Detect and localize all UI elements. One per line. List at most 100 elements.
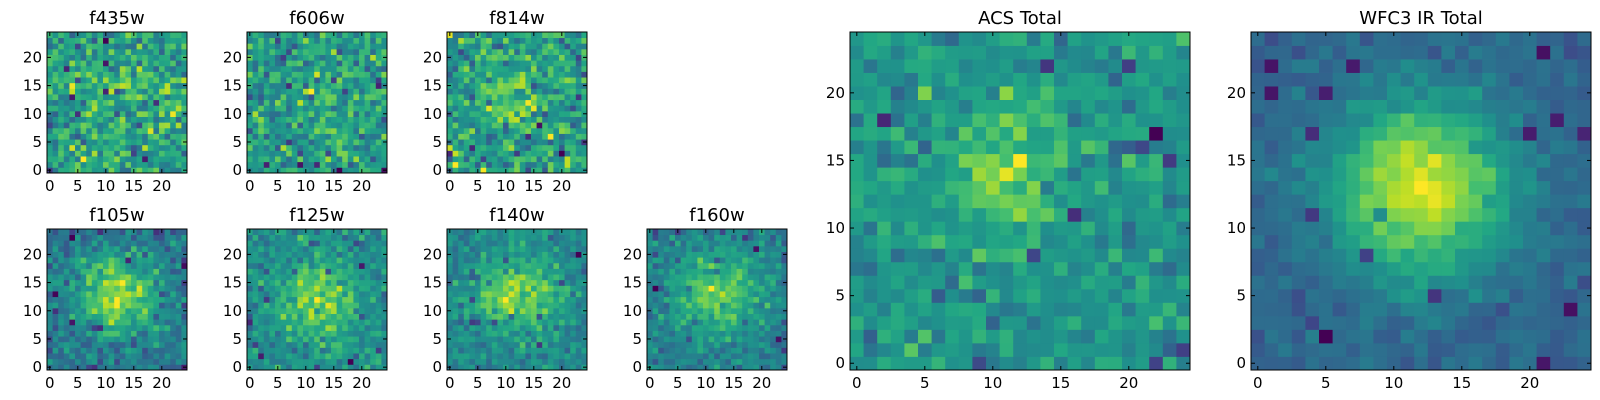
heatmap-cell (652, 364, 659, 371)
heatmap-cell (342, 240, 349, 247)
heatmap-cell (314, 94, 321, 101)
heatmap-cell (181, 99, 188, 106)
heatmap-cell (314, 167, 321, 174)
heatmap-cell (69, 313, 76, 320)
heatmap-cell (91, 82, 98, 89)
heatmap-cell (503, 150, 509, 157)
heatmap-cell (159, 341, 165, 348)
heatmap-cell (719, 336, 726, 343)
heatmap-cell (525, 60, 532, 67)
heatmap-cell (175, 122, 182, 129)
heatmap-cell (342, 229, 349, 236)
heatmap-cell (153, 71, 160, 78)
heatmap-cell (342, 291, 349, 298)
heatmap-cell (458, 268, 465, 275)
heatmap-cell (147, 99, 154, 106)
heatmap-cell (486, 307, 493, 314)
heatmap-cell (575, 71, 582, 78)
heatmap-cell (181, 127, 188, 134)
heatmap-cell (714, 240, 721, 247)
heatmap-cell (269, 48, 276, 55)
heatmap-cell (647, 285, 653, 292)
heatmap-cell (519, 257, 526, 264)
heatmap-cell (486, 347, 493, 354)
heatmap-cell (581, 291, 588, 298)
heatmap-cell (570, 82, 577, 89)
heatmap-cell (164, 358, 171, 365)
heatmap-cell (1013, 342, 1028, 357)
heatmap-cell (742, 364, 749, 371)
heatmap-cell (686, 341, 693, 348)
heatmap-cell (142, 32, 149, 39)
heatmap-cell (63, 94, 70, 101)
heatmap-cell (986, 275, 1000, 290)
heatmap-cell (725, 262, 732, 269)
heatmap-cell (647, 330, 653, 337)
heatmap-cell (747, 262, 754, 269)
heatmap-cell (575, 245, 582, 252)
heatmap-cell (658, 240, 665, 247)
heatmap-cell (547, 122, 554, 129)
heatmap-cell (658, 262, 665, 269)
heatmap-cell (303, 302, 309, 309)
heatmap-cell (747, 302, 754, 309)
heatmap-cell (263, 285, 270, 292)
heatmap-cell (759, 268, 765, 275)
heatmap-cell (286, 336, 293, 343)
heatmap-cell (258, 127, 265, 134)
heatmap-cell (147, 88, 154, 95)
heatmap-cell (452, 291, 459, 298)
heatmap-cell (525, 54, 532, 61)
heatmap-cell (336, 150, 343, 157)
heatmap-cell (319, 133, 326, 140)
heatmap-cell (486, 37, 493, 44)
heatmap-cell (75, 245, 81, 252)
heatmap-cell (252, 279, 259, 286)
heatmap-cell (297, 139, 304, 146)
heatmap-cell (97, 161, 104, 168)
heatmap-cell (314, 71, 321, 78)
heatmap-cell (703, 296, 709, 303)
heatmap-cell (291, 37, 298, 44)
heatmap-cell (697, 245, 704, 252)
heatmap-cell (136, 291, 143, 298)
heatmap-cell (1108, 356, 1123, 371)
heatmap-cell (331, 302, 337, 309)
heatmap-cell (342, 116, 349, 123)
heatmap-cell (359, 302, 365, 309)
heatmap-cell (725, 251, 732, 258)
heatmap-cell (119, 229, 126, 236)
heatmap-cell (663, 319, 670, 326)
heatmap-cell (314, 88, 321, 95)
heatmap-cell (1176, 302, 1191, 317)
heatmap-cell (275, 54, 281, 61)
heatmap-cell (1081, 261, 1096, 276)
heatmap-cell (469, 296, 476, 303)
heatmap-cell (381, 347, 388, 354)
heatmap-cell (553, 330, 560, 337)
heatmap-cell (119, 353, 126, 360)
heatmap-cell (319, 324, 326, 331)
heatmap-cell (58, 307, 65, 314)
heatmap-cell (153, 358, 160, 365)
heatmap-cell (553, 291, 560, 298)
heatmap-cell (531, 122, 537, 129)
heatmap-cell (336, 234, 343, 241)
heatmap-cell (542, 43, 549, 50)
heatmap-cell (850, 356, 864, 371)
heatmap-cell (542, 54, 549, 61)
heatmap-cell (303, 144, 309, 151)
heatmap-cell (497, 364, 504, 371)
heatmap-cell (491, 71, 498, 78)
heatmap-cell (175, 336, 182, 343)
heatmap-cell (475, 99, 481, 106)
heatmap-cell (314, 161, 321, 168)
heatmap-cell (725, 274, 732, 281)
heatmap-cell (269, 77, 276, 84)
heatmap-cell (353, 122, 360, 129)
heatmap-cell (142, 133, 149, 140)
heatmap-cell (164, 88, 171, 95)
heatmap-cell (331, 110, 337, 117)
heatmap-cell (658, 257, 665, 264)
heatmap-cell (753, 358, 760, 365)
